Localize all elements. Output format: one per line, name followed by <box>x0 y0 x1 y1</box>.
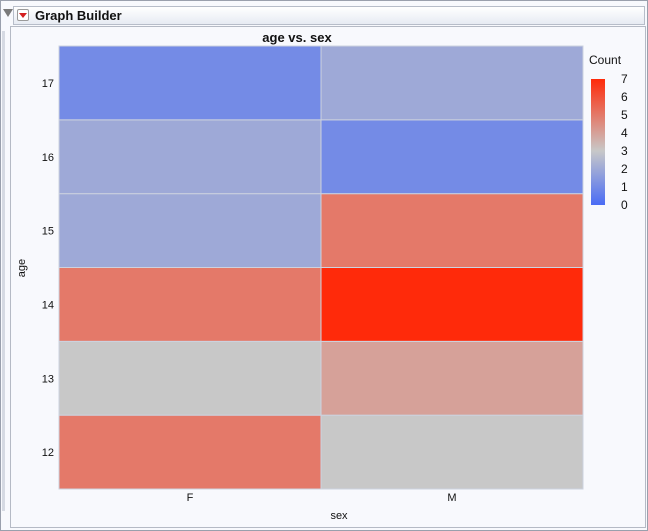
heatmap-cell-M-17[interactable] <box>320 45 584 121</box>
legend-tick-label-0: 0 <box>621 198 628 212</box>
heatmap-cell-M-14[interactable] <box>320 267 584 342</box>
y-axis-label: age <box>16 259 28 277</box>
legend-tick-label-7: 7 <box>621 72 628 86</box>
outline-gutter <box>2 31 5 511</box>
y-axis-ticks: 12 13 14 15 16 17 <box>42 78 54 459</box>
heatmap-cell-M-15[interactable] <box>320 193 584 269</box>
legend-title: Count <box>589 53 622 67</box>
legend-tick-label-6: 6 <box>621 90 628 104</box>
legend-tick-label-5: 5 <box>621 108 628 122</box>
heatmap-cell-F-15[interactable] <box>58 193 322 269</box>
red-triangle-menu-icon[interactable] <box>17 9 29 21</box>
x-tick-label-M: M <box>447 492 456 504</box>
x-axis-label: sex <box>330 510 348 522</box>
y-tick-label-15: 15 <box>42 226 54 238</box>
heatmap-cell-F-12[interactable] <box>58 414 322 490</box>
outline-title-bar[interactable]: Graph Builder <box>13 6 645 25</box>
legend-tick-label-2: 2 <box>621 162 628 176</box>
chart-title: age vs. sex <box>262 30 332 45</box>
y-tick-label-16: 16 <box>42 152 54 164</box>
heatmap-cell-M-12[interactable] <box>320 414 584 490</box>
legend-ticks: 0 1 2 3 4 5 6 7 <box>621 72 628 212</box>
y-tick-label-14: 14 <box>42 299 54 311</box>
y-tick-label-17: 17 <box>42 78 54 90</box>
heatmap-cell-F-16[interactable] <box>58 119 322 195</box>
legend-color-bar <box>591 79 605 205</box>
heatmap-cells <box>58 45 584 490</box>
heatmap-cell-M-16[interactable] <box>320 119 584 195</box>
y-tick-label-13: 13 <box>42 373 54 385</box>
heatmap-cell-F-13[interactable] <box>58 340 322 416</box>
heatmap-cell-F-17[interactable] <box>58 45 322 121</box>
disclosure-triangle-icon[interactable] <box>3 9 13 17</box>
x-tick-label-F: F <box>187 492 194 504</box>
window-title: Graph Builder <box>35 8 122 23</box>
legend-tick-label-4: 4 <box>621 126 628 140</box>
y-tick-label-12: 12 <box>42 447 54 459</box>
heatmap-cell-F-14[interactable] <box>58 267 322 342</box>
legend-tick-label-3: 3 <box>621 144 628 158</box>
heatmap-cell-M-13[interactable] <box>320 340 584 416</box>
legend-tick-label-1: 1 <box>621 180 628 194</box>
